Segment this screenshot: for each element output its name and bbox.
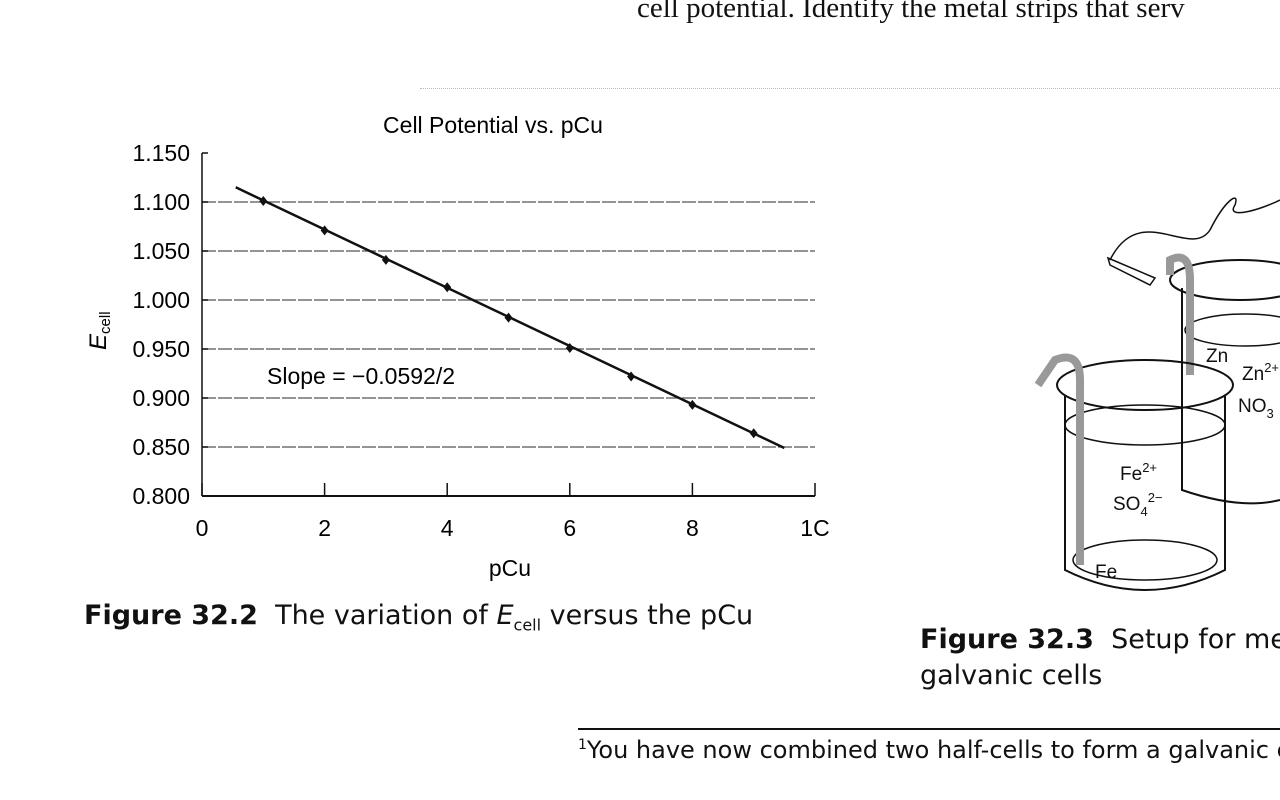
data-point (443, 282, 452, 293)
label-zn-ion: Zn2+ (1242, 360, 1279, 385)
data-point (627, 371, 636, 382)
data-point (749, 428, 758, 439)
y-tick-label: 1.100 (132, 189, 190, 215)
x-tick-label: 0 (196, 515, 209, 541)
x-tick-label: 4 (441, 515, 454, 541)
caption-sub: cell (513, 615, 542, 635)
label-fe: Fe (1095, 562, 1117, 583)
caption-line1: Setup for me (1111, 624, 1280, 655)
figure-32-2-caption: Figure 32.2 The variation of Ecell versu… (84, 600, 753, 634)
footnote-divider (578, 728, 1280, 730)
footnote: 1You have now combined two half-cells to… (578, 736, 1280, 764)
footnote-text: You have now combined two half-cells to … (586, 736, 1280, 764)
label-no3: NO3 (1238, 396, 1274, 421)
data-point (565, 343, 574, 354)
label-so4: SO42− (1113, 490, 1163, 519)
x-tick-label: 1C (800, 515, 829, 541)
caption-text: The variation of (275, 600, 497, 631)
y-tick-label: 0.800 (132, 483, 190, 509)
data-point (504, 312, 513, 323)
x-axis-label: pCu (489, 555, 531, 581)
label-zn: Zn (1206, 346, 1228, 367)
y-tick-label: 1.050 (132, 238, 190, 264)
caption-line2: galvanic cells (920, 660, 1103, 691)
y-tick-label: 1.150 (132, 140, 190, 166)
galvanic-cell-diagram: Zn Zn2+ NO3 Fe2+ SO42− Fe (1034, 197, 1280, 591)
y-axis-label: Ecell (85, 311, 114, 350)
x-tick-label: 2 (318, 515, 331, 541)
cell-potential-chart: Cell Potential vs. pCu 1.150 1.100 1.050 1.0… (85, 112, 830, 581)
figure-label: Figure 32.3 (920, 624, 1094, 655)
figure-32-3-caption: Figure 32.3 Setup for me galvanic cells (920, 622, 1280, 694)
chart-title: Cell Potential vs. pCu (383, 112, 603, 138)
x-tick-label: 6 (563, 515, 576, 541)
caption-e: E (496, 600, 514, 631)
y-tick-label: 0.950 (132, 336, 190, 362)
body-text-top: cell potential. Identify the metal strip… (637, 0, 1185, 24)
figure-label: Figure 32.2 (84, 600, 258, 631)
x-tick-label: 8 (686, 515, 699, 541)
caption-text-end: versus the pCu (541, 600, 754, 631)
data-point (688, 399, 697, 410)
data-point (320, 225, 329, 236)
y-tick-label: 0.850 (132, 434, 190, 460)
footnote-mark: 1 (578, 737, 587, 753)
slope-annotation: Slope = −0.0592/2 (267, 363, 455, 389)
y-tick-label: 1.000 (132, 287, 190, 313)
y-tick-label: 0.900 (132, 385, 190, 411)
divider (420, 88, 1280, 89)
data-point (259, 196, 268, 207)
data-point (381, 254, 390, 265)
label-fe-ion: Fe2+ (1120, 460, 1157, 485)
